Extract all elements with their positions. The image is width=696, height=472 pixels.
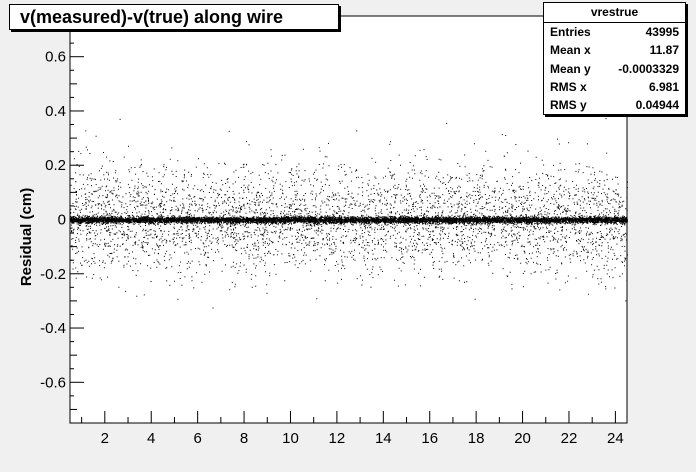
chart-title: v(measured)-v(true) along wire [20,7,284,27]
y-tick-label: -0.6 [40,374,66,391]
y-tick-label: -0.2 [40,266,66,283]
stats-row-rms-y: RMS y 0.04944 [544,96,685,114]
x-tick-label: 24 [607,430,624,447]
y-axis-label: Residual (cm) [18,188,35,286]
stats-label: Mean y [550,61,591,76]
stats-row-rms-x: RMS x 6.981 [544,78,685,96]
y-tick-label: 0.4 [45,103,66,120]
x-tick-label: 4 [147,430,155,447]
stats-box: vrestrue Entries 43995 Mean x 11.87 Mean… [543,2,686,115]
y-tick-label: -0.4 [40,320,66,337]
chart-title-box: v(measured)-v(true) along wire [9,4,339,30]
stats-row-mean-x: Mean x 11.87 [544,41,685,59]
stats-row-entries: Entries 43995 [544,23,685,41]
x-tick-label: 20 [514,430,531,447]
stats-value: 6.981 [648,79,679,94]
stats-name: vrestrue [544,3,685,23]
x-tick-label: 10 [282,430,299,447]
x-tick-label: 8 [240,430,248,447]
stats-value: 11.87 [649,43,679,58]
stats-label: RMS x [550,79,587,94]
stats-value: 43995 [645,25,679,39]
points-layer [70,118,629,309]
x-tick-label: 22 [561,430,578,447]
x-tick-label: 18 [468,430,485,447]
x-tick-label: 16 [421,430,438,447]
x-tick-label: 12 [329,430,346,447]
stats-row-mean-y: Mean y -0.0003329 [544,60,685,78]
stats-value: -0.0003329 [618,61,679,76]
x-tick-label: 2 [101,430,109,447]
x-tick-label: 6 [193,430,201,447]
data-points [70,118,629,309]
y-tick-label: 0.6 [45,49,66,66]
stats-value: 0.04944 [635,98,679,113]
axes-layer: 2 4 6 8 10 12 14 16 18 20 22 240.60.40.20-0.2-0.4-0… [40,15,624,447]
y-tick-label: 0.2 [45,157,66,174]
stats-label: RMS y [550,98,587,113]
stats-label: Entries [550,25,591,39]
x-tick-label: 14 [375,430,392,447]
stats-label: Mean x [550,43,591,58]
y-tick-label: 0 [58,212,66,229]
